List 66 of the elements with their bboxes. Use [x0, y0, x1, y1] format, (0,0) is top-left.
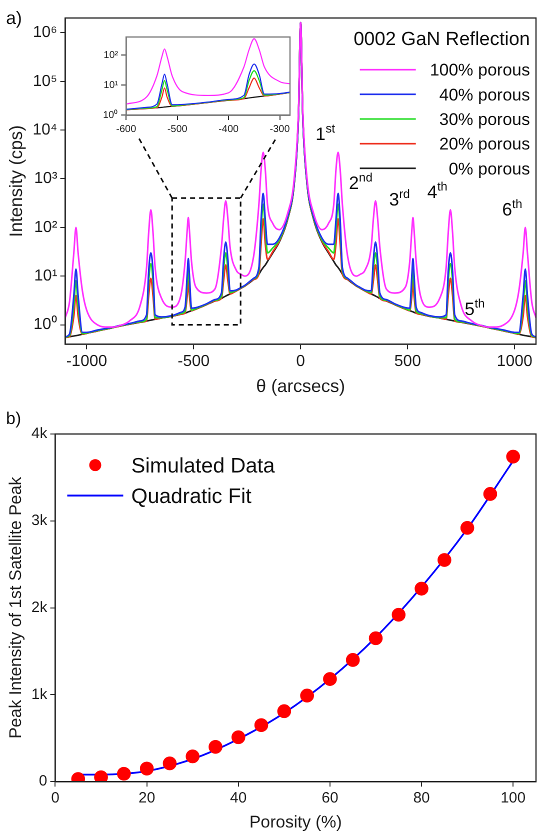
y-tick-label: 3k	[31, 512, 48, 530]
y-tick-label: 4k	[31, 425, 48, 442]
y-tick-label: 10³	[34, 170, 58, 188]
point	[506, 450, 520, 464]
point	[346, 653, 360, 667]
point	[140, 762, 154, 776]
point	[300, 688, 314, 702]
y-tick-label: 10⁵	[32, 72, 58, 90]
point	[460, 520, 474, 535]
x-tick-label: -400	[218, 124, 239, 135]
point	[392, 608, 406, 622]
point	[208, 740, 222, 754]
point	[483, 487, 498, 501]
point	[186, 750, 200, 764]
x-tick-label: -1000	[66, 353, 108, 370]
y-tick-label: 10²	[34, 218, 58, 236]
y-tick-label: 10⁴	[32, 121, 58, 138]
legend-label: 40% porous	[439, 85, 530, 104]
x-tick-label: 500	[394, 353, 422, 370]
x-tick-label: -300	[270, 124, 290, 135]
x-tick-label: -600	[116, 124, 137, 135]
y-tick-label: 10¹	[104, 80, 119, 91]
x-axis-title: θ (arcsecs)	[256, 376, 346, 396]
y-tick-label: 10²	[104, 50, 119, 61]
point	[277, 704, 292, 718]
x-tick-label: 20	[138, 790, 156, 807]
point	[117, 766, 131, 781]
x-tick-label: 60	[322, 790, 338, 807]
x-tick-label: -500	[178, 353, 210, 370]
point	[414, 582, 428, 596]
legend-title: 0002 GaN Reflection	[354, 29, 530, 50]
legend-label: 0% porous	[448, 159, 530, 178]
y-tick-label: 10⁰	[103, 108, 118, 121]
point	[162, 756, 177, 770]
x-tick-label: 100	[500, 790, 526, 807]
line-series	[126, 63, 290, 110]
legend-label: 20% porous	[439, 134, 530, 154]
point	[368, 631, 383, 646]
x-tick-label: 40	[230, 790, 247, 807]
point	[231, 730, 246, 744]
x-tick-label: 1000	[496, 353, 532, 370]
line-series	[126, 78, 290, 110]
x-tick-label: 0	[296, 353, 306, 370]
y-tick-label: 10⁶	[32, 24, 58, 42]
point	[438, 553, 452, 567]
text: b)	[6, 409, 22, 428]
legend-label: Simulated Data	[131, 454, 276, 478]
y-axis-title: Intensity (cps)	[6, 125, 26, 238]
line-series	[126, 38, 290, 105]
point	[323, 672, 337, 686]
y-tick-label: 10⁰	[33, 315, 58, 334]
legend-label: 100% porous	[430, 60, 530, 80]
point	[254, 718, 268, 732]
y-tick-label: 2k	[31, 598, 48, 616]
y-tick-label: 1k	[31, 686, 48, 703]
line-series	[126, 70, 290, 110]
point	[94, 770, 108, 782]
x-tick-label: 80	[413, 790, 430, 807]
legend-label: Quadratic Fit	[131, 484, 252, 508]
x-axis-title: Porosity (%)	[249, 812, 342, 832]
y-tick-label: 10¹	[34, 268, 58, 285]
y-tick-label: 0	[38, 772, 48, 790]
y-axis-title: Peak Intensity of 1st Satellite Peak	[6, 476, 25, 739]
legend-label: 30% porous	[439, 110, 530, 129]
text: a)	[6, 8, 22, 28]
x-tick-label: -500	[167, 124, 188, 135]
